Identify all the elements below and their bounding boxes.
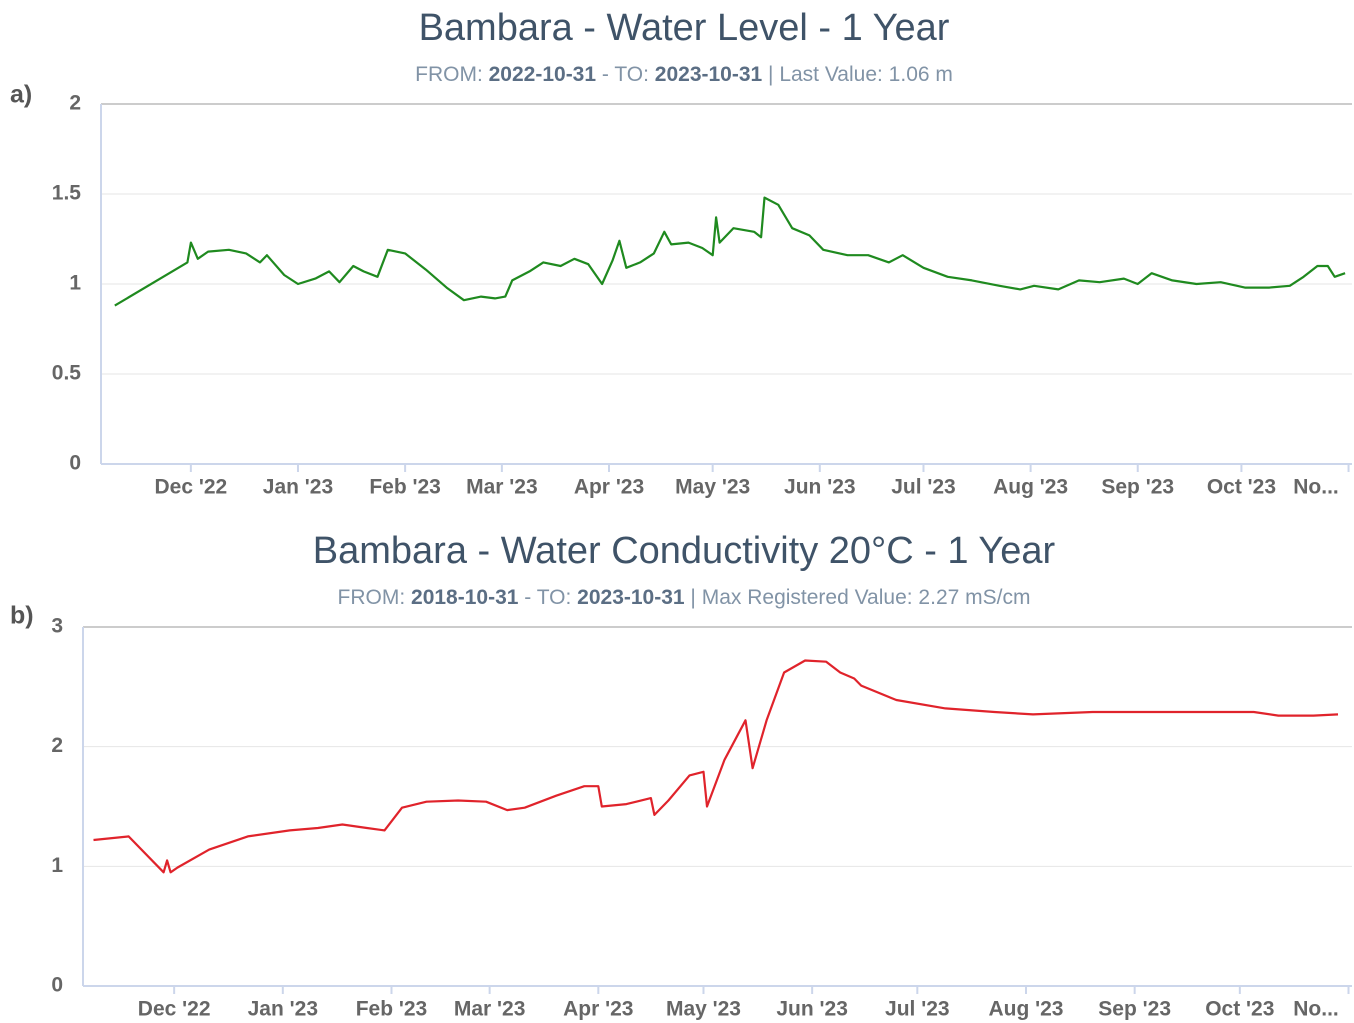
subtitle-part: - TO:: [518, 586, 577, 609]
x-tick-label: Sep '23: [1101, 476, 1174, 499]
x-tick-label: Oct '23: [1207, 476, 1276, 499]
data-line: [93, 659, 1339, 874]
subtitle-part: FROM:: [415, 63, 489, 86]
x-tick-label: Oct '23: [1205, 998, 1274, 1021]
panel-label: b): [10, 602, 34, 630]
y-tick-label: 0: [51, 974, 63, 997]
y-tick-label: 1: [69, 272, 81, 295]
subtitle-part: 2023-10-31: [655, 63, 763, 86]
subtitle-part: 2022-10-31: [489, 63, 597, 86]
data-line: [114, 196, 1346, 307]
panel-label: a): [10, 81, 32, 109]
subtitle-part: | Last Value: 1.06 m: [762, 63, 953, 86]
x-tick-label: Feb '23: [369, 476, 441, 499]
x-tick-label: Jul '23: [885, 998, 950, 1021]
y-tick-label: 3: [51, 615, 63, 638]
chart-subtitle: FROM: 2022-10-31 - TO: 2023-10-31 | Last…: [415, 63, 953, 86]
x-tick-label: Apr '23: [563, 998, 633, 1021]
x-tick-label: Dec '22: [138, 998, 211, 1021]
subtitle-part: 2023-10-31: [577, 586, 685, 609]
x-tick-label: Aug '23: [988, 998, 1063, 1021]
y-tick-label: 2: [69, 92, 81, 115]
subtitle-part: 2018-10-31: [411, 586, 519, 609]
subtitle-part: - TO:: [596, 63, 655, 86]
x-tick-label: Jan '23: [263, 476, 333, 499]
subtitle-part: FROM:: [338, 586, 412, 609]
y-tick-label: 0: [69, 452, 81, 475]
chart-subtitle: FROM: 2018-10-31 - TO: 2023-10-31 | Max …: [338, 586, 1031, 609]
x-tick-label: May '23: [666, 998, 741, 1021]
x-tick-label: Jun '23: [776, 998, 848, 1021]
y-tick-label: 2: [51, 734, 63, 757]
y-tick-label: 1.5: [52, 182, 82, 205]
x-tick-label: Aug '23: [993, 476, 1068, 499]
x-tick-label: Dec '22: [154, 476, 227, 499]
chart-title: Bambara - Water Level - 1 Year: [419, 7, 950, 49]
x-tick-label: May '23: [675, 476, 750, 499]
x-tick-label: Mar '23: [454, 998, 526, 1021]
y-tick-label: 1: [51, 854, 63, 877]
x-tick-label: Mar '23: [466, 476, 538, 499]
x-tick-label: Sep '23: [1098, 998, 1171, 1021]
x-tick-label: Jul '23: [891, 476, 956, 499]
chart-title: Bambara - Water Conductivity 20°C - 1 Ye…: [313, 530, 1056, 572]
subtitle-part: | Max Registered Value: 2.27 mS/cm: [685, 586, 1031, 609]
x-tick-label: No...: [1293, 476, 1339, 499]
y-tick-label: 0.5: [52, 362, 82, 385]
x-tick-label: Jun '23: [784, 476, 856, 499]
x-tick-label: Apr '23: [574, 476, 644, 499]
x-tick-label: Jan '23: [248, 998, 318, 1021]
x-tick-label: No...: [1293, 998, 1339, 1021]
x-tick-label: Feb '23: [356, 998, 428, 1021]
